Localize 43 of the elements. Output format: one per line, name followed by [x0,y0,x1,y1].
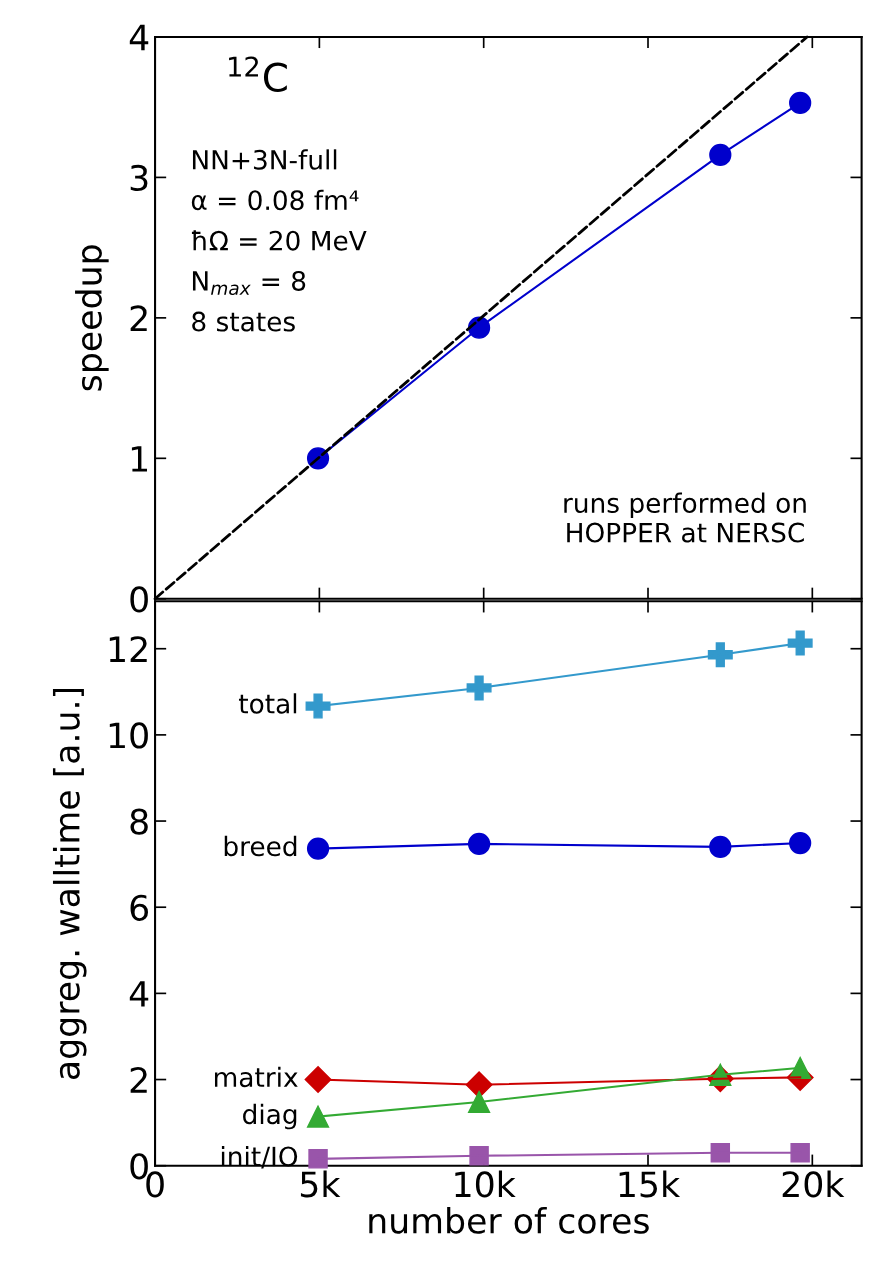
y-tick-label: 4 [129,981,149,1007]
y-axis-title: aggreg. walltime [a.u.] [52,688,87,1080]
x-tick-label: 15k [619,1170,681,1198]
series-label: total [238,693,297,714]
annotation: α = 0.08 fm⁴ [191,189,359,211]
y-tick-label: 4 [129,24,149,51]
x-tick-label: 10k [455,1170,516,1198]
y-tick-label: 3 [130,164,148,192]
point [787,630,813,656]
y-tick-label: 12 [109,636,147,662]
point [306,837,330,860]
point [790,1143,810,1163]
annotation: runs performed on HOPPER at NERSC [564,492,806,543]
series-label: matrix [214,1066,298,1088]
annotation: $^{12}$C [229,56,287,93]
point [305,693,331,719]
series-label: breed [224,835,297,857]
annotation: NN+3N-full [192,149,337,170]
x-tick-label: 5k [300,1170,341,1198]
point [306,1105,330,1128]
annotation: 8 states [192,311,295,332]
point [789,91,812,115]
annotation: ħΩ = 20 MeV [191,230,367,251]
y-tick-label: 1 [131,446,147,472]
annotation: N$_{max}$ = 8 [192,270,306,296]
y-tick-label: 2 [130,305,147,332]
x-tick-label: 20k [782,1170,845,1198]
y-tick-label: 0 [130,586,148,613]
y-tick-label: 8 [130,808,148,835]
point [466,675,492,701]
y-tick-label: 6 [130,894,149,921]
y-tick-label: 2 [130,1066,147,1093]
y-tick-label: 10 [109,722,148,749]
point [467,1090,491,1114]
y-tick-label: 0 [130,1153,148,1180]
series-label: diag [243,1103,297,1130]
point [710,1143,731,1163]
point [308,1149,328,1169]
point [789,831,812,855]
x-axis-title: number of cores [369,1206,649,1234]
point [304,1066,332,1094]
point [469,1146,489,1166]
y-axis-title: speedup [75,245,109,391]
